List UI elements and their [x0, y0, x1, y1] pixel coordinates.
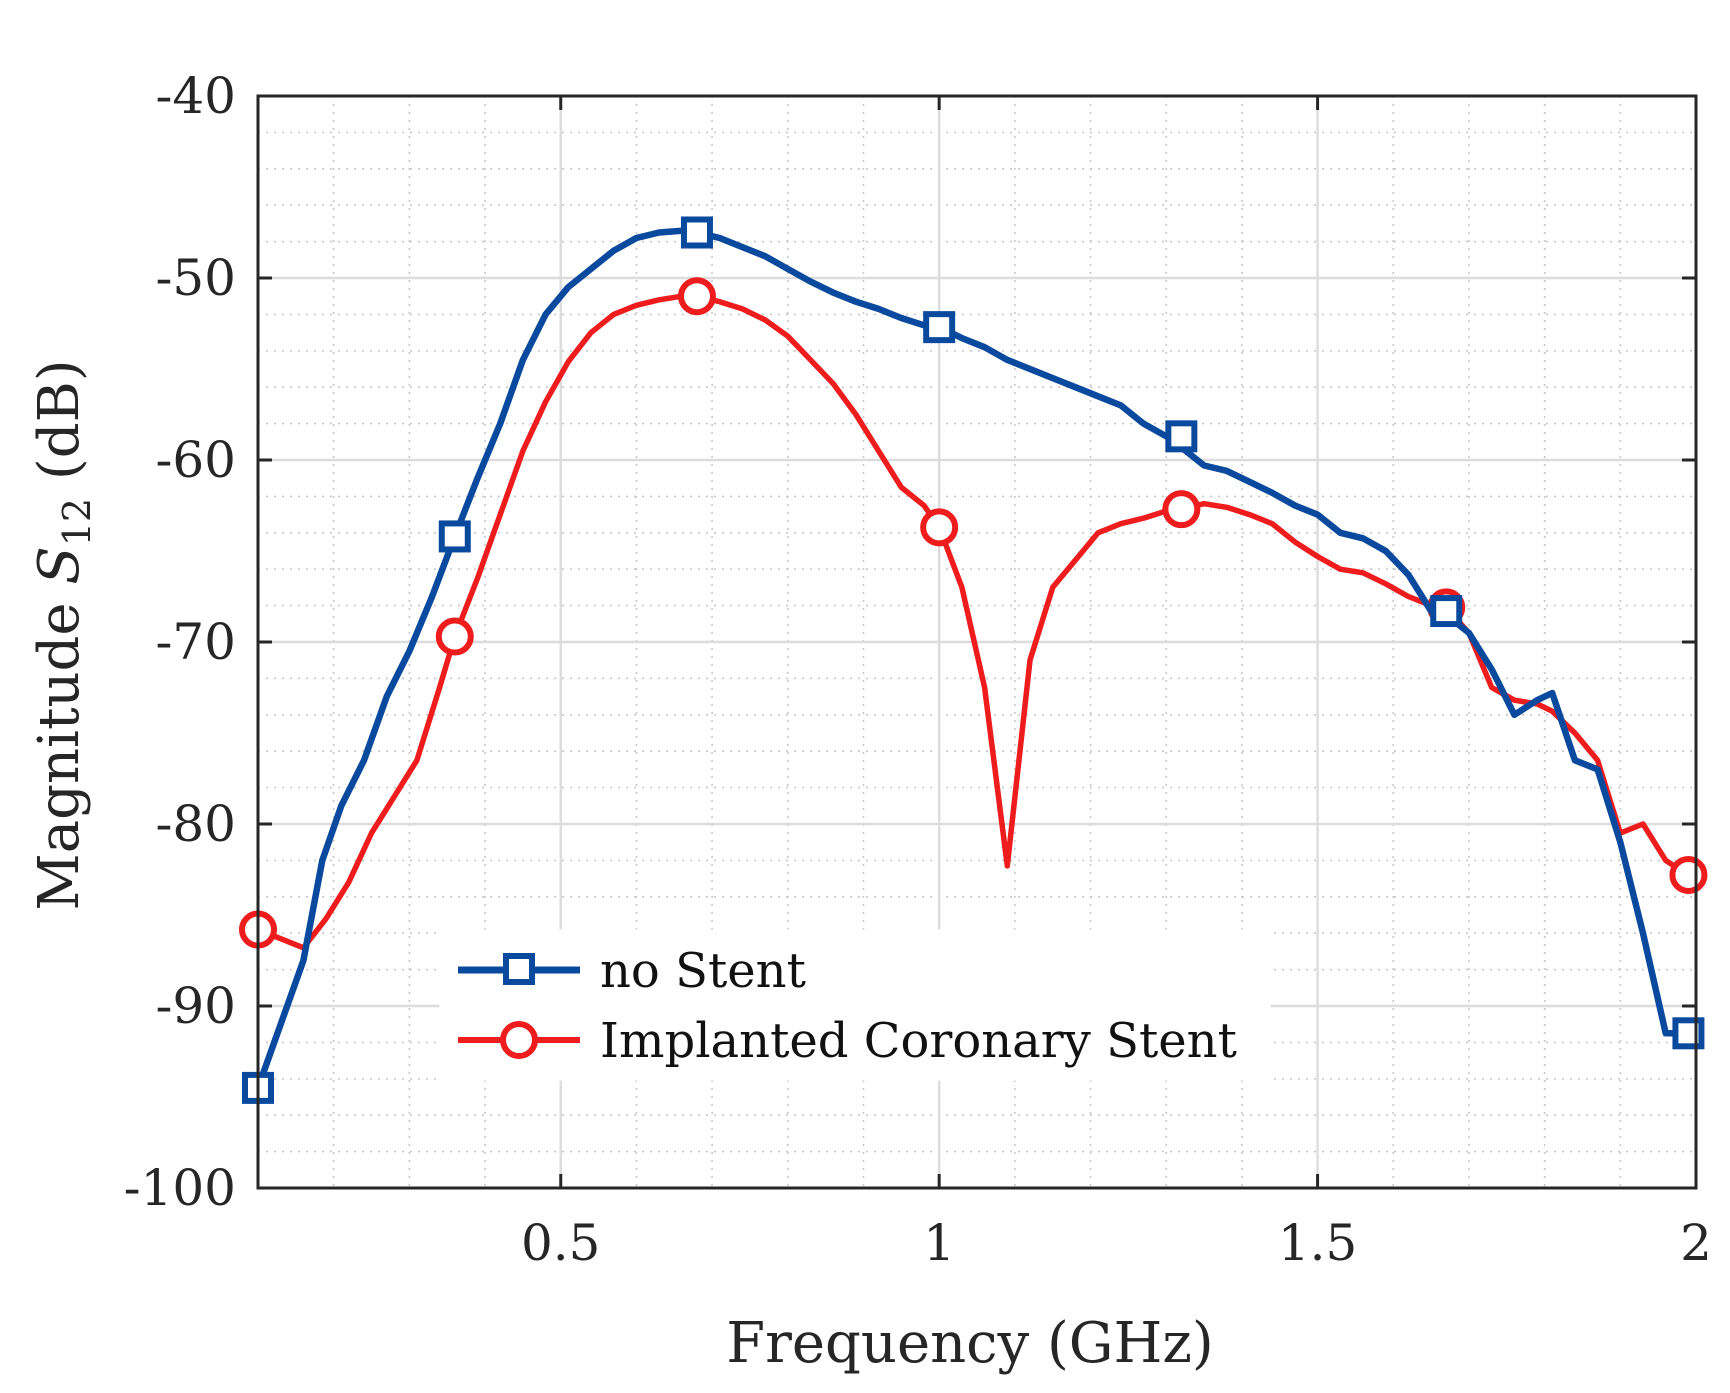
marker-square: [1165, 420, 1198, 453]
x-tick-label: 1: [923, 1214, 955, 1272]
marker-circle: [435, 617, 474, 656]
legend-label-stent: Implanted Coronary Stent: [600, 1013, 1237, 1069]
marker-circle: [1162, 490, 1201, 529]
legend-marker-circle: [500, 1021, 538, 1059]
y-tick-label: -80: [155, 795, 236, 853]
legend: no Stent Implanted Coronary Stent: [439, 929, 1271, 1081]
legend-label-no-stent: no Stent: [600, 943, 806, 999]
y-tick-label: -50: [155, 249, 236, 307]
y-axis-title-prefix: Magnitude: [27, 585, 92, 911]
y-tick-label: -90: [155, 977, 236, 1035]
marker-square: [1430, 595, 1463, 628]
marker-square: [923, 311, 956, 344]
series-layer: [239, 216, 1708, 1104]
marker-circle: [677, 277, 716, 316]
x-tick-label: 2: [1680, 1214, 1712, 1272]
y-axis-title-symbol: S: [27, 546, 92, 584]
y-tick-label: -70: [155, 613, 236, 671]
y-axis-title-subscript: 12: [55, 498, 99, 546]
marker-square: [1672, 1017, 1705, 1050]
y-tick-label: -40: [155, 67, 236, 125]
x-axis-title: Frequency (GHz): [726, 1311, 1213, 1376]
marker-circle: [1669, 855, 1708, 894]
legend-marker-square: [503, 953, 535, 985]
ticks: [258, 94, 1698, 1190]
x-tick-labels: 0.5 1 1.5 2: [521, 1214, 1712, 1272]
y-axis-title-suffix: (dB): [27, 359, 92, 498]
y-tick-label: -60: [155, 431, 236, 489]
x-tick-label: 1.5: [1278, 1214, 1358, 1272]
marker-square: [680, 216, 713, 249]
y-axis-title: Magnitude S12 (dB): [27, 359, 99, 910]
x-tick-label: 0.5: [521, 1214, 601, 1272]
y-tick-labels: -100 -90 -80 -70 -60 -50 -40: [124, 67, 236, 1217]
marker-square: [438, 520, 471, 553]
marker-circle: [920, 508, 959, 547]
legend-box: [439, 929, 1271, 1081]
y-tick-label: -100: [124, 1159, 236, 1217]
